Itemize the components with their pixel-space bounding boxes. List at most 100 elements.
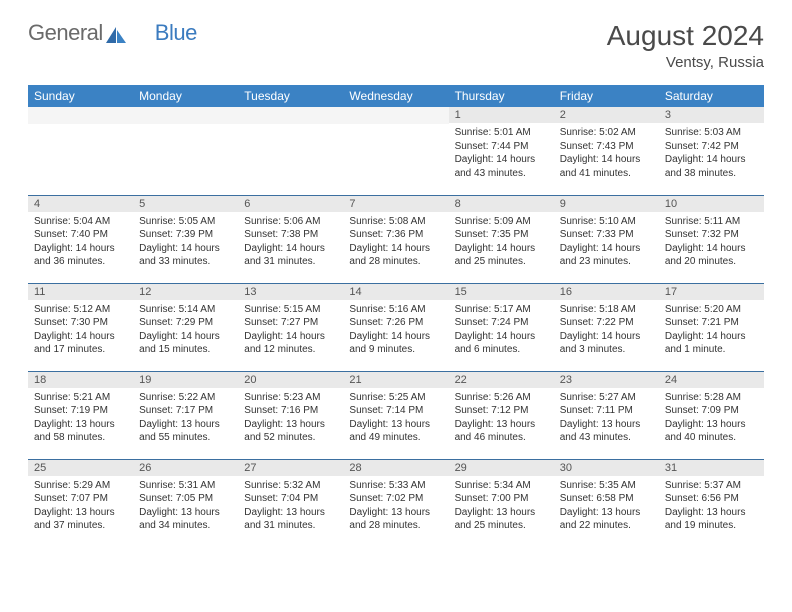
sunrise: Sunrise: 5:37 AM — [665, 479, 758, 493]
day-number: 30 — [554, 460, 659, 476]
sunset: Sunset: 7:30 PM — [34, 316, 127, 330]
weekday-header: Friday — [554, 85, 659, 107]
calendar-cell: 12Sunrise: 5:14 AMSunset: 7:29 PMDayligh… — [133, 283, 238, 371]
daylight-line2: and 3 minutes. — [560, 343, 653, 357]
sunrise: Sunrise: 5:10 AM — [560, 215, 653, 229]
daylight-line2: and 25 minutes. — [455, 255, 548, 269]
calendar-cell: 15Sunrise: 5:17 AMSunset: 7:24 PMDayligh… — [449, 283, 554, 371]
day-details: Sunrise: 5:25 AMSunset: 7:14 PMDaylight:… — [343, 388, 448, 449]
sunrise: Sunrise: 5:23 AM — [244, 391, 337, 405]
daylight-line1: Daylight: 14 hours — [349, 330, 442, 344]
sunrise: Sunrise: 5:34 AM — [455, 479, 548, 493]
daylight-line2: and 9 minutes. — [349, 343, 442, 357]
calendar-cell: 1Sunrise: 5:01 AMSunset: 7:44 PMDaylight… — [449, 107, 554, 195]
daylight-line2: and 28 minutes. — [349, 255, 442, 269]
calendar-cell — [133, 107, 238, 195]
daylight-line1: Daylight: 13 hours — [139, 418, 232, 432]
daylight-line2: and 52 minutes. — [244, 431, 337, 445]
sunset: Sunset: 7:33 PM — [560, 228, 653, 242]
sunset: Sunset: 7:36 PM — [349, 228, 442, 242]
calendar-cell: 17Sunrise: 5:20 AMSunset: 7:21 PMDayligh… — [659, 283, 764, 371]
sunset: Sunset: 7:16 PM — [244, 404, 337, 418]
calendar-cell: 16Sunrise: 5:18 AMSunset: 7:22 PMDayligh… — [554, 283, 659, 371]
logo-sail-icon — [105, 24, 127, 42]
day-number: 29 — [449, 460, 554, 476]
sunset: Sunset: 7:40 PM — [34, 228, 127, 242]
calendar-cell — [28, 107, 133, 195]
calendar-cell: 19Sunrise: 5:22 AMSunset: 7:17 PMDayligh… — [133, 371, 238, 459]
sunrise: Sunrise: 5:21 AM — [34, 391, 127, 405]
daylight-line1: Daylight: 14 hours — [244, 330, 337, 344]
calendar-cell: 3Sunrise: 5:03 AMSunset: 7:42 PMDaylight… — [659, 107, 764, 195]
calendar-cell: 18Sunrise: 5:21 AMSunset: 7:19 PMDayligh… — [28, 371, 133, 459]
daylight-line2: and 41 minutes. — [560, 167, 653, 181]
calendar-cell: 20Sunrise: 5:23 AMSunset: 7:16 PMDayligh… — [238, 371, 343, 459]
day-number: 31 — [659, 460, 764, 476]
daylight-line1: Daylight: 14 hours — [455, 242, 548, 256]
day-details: Sunrise: 5:32 AMSunset: 7:04 PMDaylight:… — [238, 476, 343, 537]
calendar-cell: 6Sunrise: 5:06 AMSunset: 7:38 PMDaylight… — [238, 195, 343, 283]
day-details: Sunrise: 5:29 AMSunset: 7:07 PMDaylight:… — [28, 476, 133, 537]
sunrise: Sunrise: 5:09 AM — [455, 215, 548, 229]
calendar-cell: 10Sunrise: 5:11 AMSunset: 7:32 PMDayligh… — [659, 195, 764, 283]
day-number: 24 — [659, 372, 764, 388]
sunset: Sunset: 7:24 PM — [455, 316, 548, 330]
sunrise: Sunrise: 5:20 AM — [665, 303, 758, 317]
daylight-line2: and 43 minutes. — [455, 167, 548, 181]
daylight-line2: and 1 minute. — [665, 343, 758, 357]
daylight-line1: Daylight: 13 hours — [560, 418, 653, 432]
sunset: Sunset: 7:00 PM — [455, 492, 548, 506]
day-number: 10 — [659, 196, 764, 212]
daylight-line1: Daylight: 14 hours — [349, 242, 442, 256]
daylight-line1: Daylight: 13 hours — [34, 418, 127, 432]
day-number — [238, 107, 343, 124]
day-details: Sunrise: 5:27 AMSunset: 7:11 PMDaylight:… — [554, 388, 659, 449]
daylight-line1: Daylight: 13 hours — [349, 418, 442, 432]
weekday-header: Sunday — [28, 85, 133, 107]
daylight-line2: and 55 minutes. — [139, 431, 232, 445]
daylight-line2: and 25 minutes. — [455, 519, 548, 533]
weekday-header: Monday — [133, 85, 238, 107]
daylight-line1: Daylight: 14 hours — [455, 330, 548, 344]
day-details: Sunrise: 5:09 AMSunset: 7:35 PMDaylight:… — [449, 212, 554, 273]
daylight-line2: and 23 minutes. — [560, 255, 653, 269]
sunrise: Sunrise: 5:32 AM — [244, 479, 337, 493]
sunset: Sunset: 7:09 PM — [665, 404, 758, 418]
day-number: 5 — [133, 196, 238, 212]
day-number: 8 — [449, 196, 554, 212]
daylight-line1: Daylight: 14 hours — [34, 330, 127, 344]
day-details: Sunrise: 5:11 AMSunset: 7:32 PMDaylight:… — [659, 212, 764, 273]
daylight-line1: Daylight: 14 hours — [139, 330, 232, 344]
daylight-line2: and 6 minutes. — [455, 343, 548, 357]
day-details: Sunrise: 5:04 AMSunset: 7:40 PMDaylight:… — [28, 212, 133, 273]
calendar-cell: 28Sunrise: 5:33 AMSunset: 7:02 PMDayligh… — [343, 459, 448, 547]
sunrise: Sunrise: 5:14 AM — [139, 303, 232, 317]
daylight-line1: Daylight: 14 hours — [139, 242, 232, 256]
calendar-cell — [343, 107, 448, 195]
day-number: 22 — [449, 372, 554, 388]
day-number: 25 — [28, 460, 133, 476]
sunrise: Sunrise: 5:15 AM — [244, 303, 337, 317]
sunrise: Sunrise: 5:25 AM — [349, 391, 442, 405]
weekday-header: Wednesday — [343, 85, 448, 107]
calendar-cell: 31Sunrise: 5:37 AMSunset: 6:56 PMDayligh… — [659, 459, 764, 547]
daylight-line2: and 37 minutes. — [34, 519, 127, 533]
daylight-line2: and 28 minutes. — [349, 519, 442, 533]
daylight-line1: Daylight: 13 hours — [244, 418, 337, 432]
day-number: 17 — [659, 284, 764, 300]
calendar-cell: 25Sunrise: 5:29 AMSunset: 7:07 PMDayligh… — [28, 459, 133, 547]
calendar-cell — [238, 107, 343, 195]
sunset: Sunset: 6:56 PM — [665, 492, 758, 506]
sunset: Sunset: 7:38 PM — [244, 228, 337, 242]
sunrise: Sunrise: 5:28 AM — [665, 391, 758, 405]
day-number: 18 — [28, 372, 133, 388]
calendar-week: 18Sunrise: 5:21 AMSunset: 7:19 PMDayligh… — [28, 371, 764, 459]
calendar-cell: 7Sunrise: 5:08 AMSunset: 7:36 PMDaylight… — [343, 195, 448, 283]
day-number: 3 — [659, 107, 764, 123]
sunset: Sunset: 6:58 PM — [560, 492, 653, 506]
day-details: Sunrise: 5:06 AMSunset: 7:38 PMDaylight:… — [238, 212, 343, 273]
daylight-line1: Daylight: 13 hours — [665, 418, 758, 432]
daylight-line1: Daylight: 14 hours — [455, 153, 548, 167]
daylight-line1: Daylight: 14 hours — [560, 330, 653, 344]
daylight-line1: Daylight: 14 hours — [560, 242, 653, 256]
